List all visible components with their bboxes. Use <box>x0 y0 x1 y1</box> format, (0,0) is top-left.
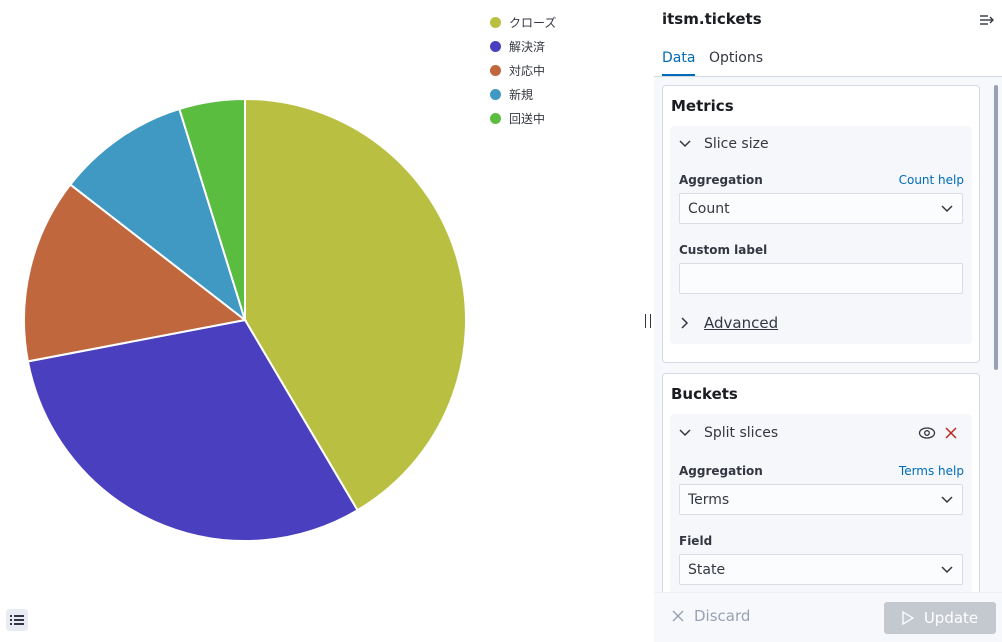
legend-color-swatch <box>490 88 501 100</box>
advanced-link: Advanced <box>704 314 779 332</box>
pie-chart <box>23 97 467 542</box>
tab-options[interactable]: Options <box>709 50 764 66</box>
chevron-down-icon <box>941 496 953 504</box>
chevron-down-icon <box>941 566 953 574</box>
field-select[interactable]: State <box>679 554 963 585</box>
metric-aggregation-label: Aggregation <box>679 173 763 187</box>
split-slices-label: Split slices <box>704 425 779 441</box>
legend-toggle-button[interactable] <box>6 609 28 631</box>
custom-label-input[interactable] <box>679 263 963 294</box>
sidebar-footer: Discard Update <box>654 592 1002 642</box>
legend-label: 解決済 <box>509 39 546 54</box>
sidebar-tabs: Data Options <box>654 40 1002 77</box>
update-button[interactable]: Update <box>884 602 996 634</box>
slice-size-toggle[interactable]: Slice size <box>678 136 769 152</box>
metrics-panel: Metrics Slice size Aggregation Count hel… <box>662 85 980 363</box>
buckets-panel: Buckets Split slices Aggregation Terms h… <box>662 373 980 592</box>
bucket-aggregation-select[interactable]: Terms <box>679 484 963 515</box>
legend-label: 対応中 <box>509 63 546 78</box>
chevron-down-icon <box>941 205 953 213</box>
chevron-down-icon <box>679 429 691 437</box>
metric-agg-box: Slice size Aggregation Count help Count … <box>670 126 972 344</box>
legend-color-swatch <box>490 64 501 76</box>
field-value: State <box>688 561 726 578</box>
panel-resize-handle[interactable] <box>645 314 651 328</box>
list-icon <box>10 615 24 625</box>
count-help-link[interactable]: Count help <box>898 173 964 187</box>
metric-aggregation-value: Count <box>688 200 730 217</box>
pie-slice-2[interactable] <box>23 183 248 363</box>
legend-item[interactable]: 回送中 <box>490 106 556 130</box>
pie-slice-1[interactable] <box>26 318 359 542</box>
terms-help-link[interactable]: Terms help <box>898 464 964 478</box>
update-label: Update <box>923 609 979 627</box>
sidebar-header: itsm.tickets <box>654 0 1002 40</box>
pie-slice-0[interactable] <box>244 97 467 512</box>
legend-color-swatch <box>490 16 501 28</box>
pie-slice-3[interactable] <box>68 107 247 323</box>
custom-label-label: Custom label <box>679 243 768 257</box>
pie-slice-4[interactable] <box>178 97 246 321</box>
legend-item[interactable]: 対応中 <box>490 58 556 82</box>
visualization-area: クローズ解決済対応中新規回送中 <box>6 10 557 631</box>
bucket-aggregation-label: Aggregation <box>679 464 763 478</box>
slice-size-label: Slice size <box>704 136 769 152</box>
buckets-title: Buckets <box>671 385 738 403</box>
bucket-agg-box: Split slices Aggregation Terms help Term… <box>670 414 972 592</box>
sidebar-scrollbar[interactable] <box>994 85 998 370</box>
eye-icon[interactable] <box>918 426 936 440</box>
tab-data[interactable]: Data <box>662 50 696 76</box>
legend-color-swatch <box>490 112 501 124</box>
close-icon <box>672 610 684 622</box>
metrics-title: Metrics <box>671 97 734 115</box>
advanced-toggle[interactable]: Advanced <box>678 314 778 332</box>
legend-item[interactable]: 解決済 <box>490 34 556 58</box>
legend-label: 回送中 <box>509 111 546 126</box>
legend-item[interactable]: 新規 <box>490 82 556 106</box>
close-icon[interactable] <box>945 427 957 439</box>
chevron-right-icon <box>681 317 689 329</box>
legend-item[interactable]: クローズ <box>490 10 556 34</box>
chart-legend: クローズ解決済対応中新規回送中 <box>490 10 556 130</box>
index-pattern-title: itsm.tickets <box>662 10 762 28</box>
bucket-aggregation-value: Terms <box>688 491 730 508</box>
chevron-down-icon <box>679 140 691 148</box>
legend-color-swatch <box>490 40 501 52</box>
legend-label: 新規 <box>509 87 534 102</box>
metric-aggregation-select[interactable]: Count <box>679 193 963 224</box>
collapse-sidebar-icon[interactable] <box>978 11 996 29</box>
sidebar-scroll-area: Metrics Slice size Aggregation Count hel… <box>654 77 1002 592</box>
editor-sidebar: itsm.tickets Data Options Metrics Slice … <box>654 0 1002 642</box>
field-label: Field <box>679 534 713 548</box>
discard-button[interactable]: Discard <box>672 607 750 625</box>
legend-label: クローズ <box>509 15 557 30</box>
play-icon <box>902 611 914 625</box>
discard-label: Discard <box>694 607 751 625</box>
split-slices-toggle[interactable]: Split slices <box>678 425 778 441</box>
